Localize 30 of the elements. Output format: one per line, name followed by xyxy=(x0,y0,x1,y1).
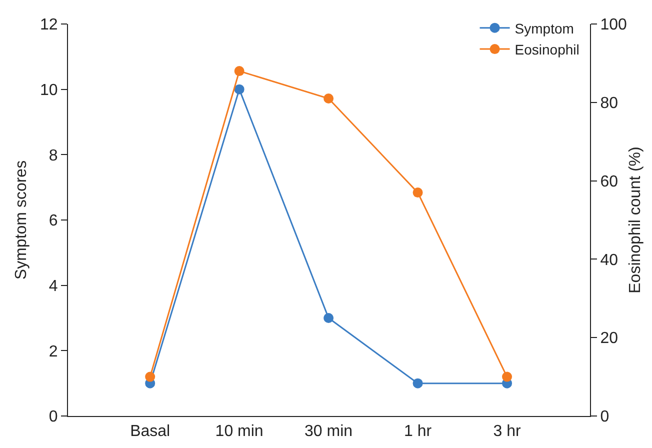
y2-tick-label: 20 xyxy=(600,330,618,348)
y-tick-label: 6 xyxy=(48,212,58,230)
y-tick-label: 8 xyxy=(48,147,58,164)
x-tick-label: 3 hr xyxy=(493,423,522,440)
point xyxy=(145,372,156,382)
y-tick-label: 2 xyxy=(48,343,58,360)
legend-label: Symptom xyxy=(514,20,574,36)
x-tick-label: 30 min xyxy=(304,423,353,440)
point xyxy=(412,188,423,198)
y2-axis-title: Eosinophil count (%) xyxy=(627,146,644,294)
y2-tick-label: 80 xyxy=(600,95,618,112)
y2-tick-label: 60 xyxy=(600,173,618,190)
x-tick-label: 1 hr xyxy=(404,423,432,440)
x-tick-label: Basal xyxy=(130,423,170,440)
y2-tick-label: 100 xyxy=(600,16,627,34)
y-tick-label: 0 xyxy=(48,408,58,426)
point xyxy=(412,378,423,388)
legend-label: Eosinophil xyxy=(514,42,580,58)
point xyxy=(234,66,244,76)
point xyxy=(234,84,244,94)
x-tick-label: 10 min xyxy=(215,423,264,440)
y-tick-label: 12 xyxy=(40,16,58,34)
y-tick-label: 4 xyxy=(48,278,58,295)
y2-tick-label: 40 xyxy=(600,252,618,269)
point xyxy=(324,313,334,323)
y-axis-title: Symptom scores xyxy=(13,160,30,280)
point xyxy=(502,372,512,382)
y-tick-label: 10 xyxy=(40,82,58,99)
point xyxy=(324,93,334,104)
y2-tick-label: 0 xyxy=(600,408,610,426)
